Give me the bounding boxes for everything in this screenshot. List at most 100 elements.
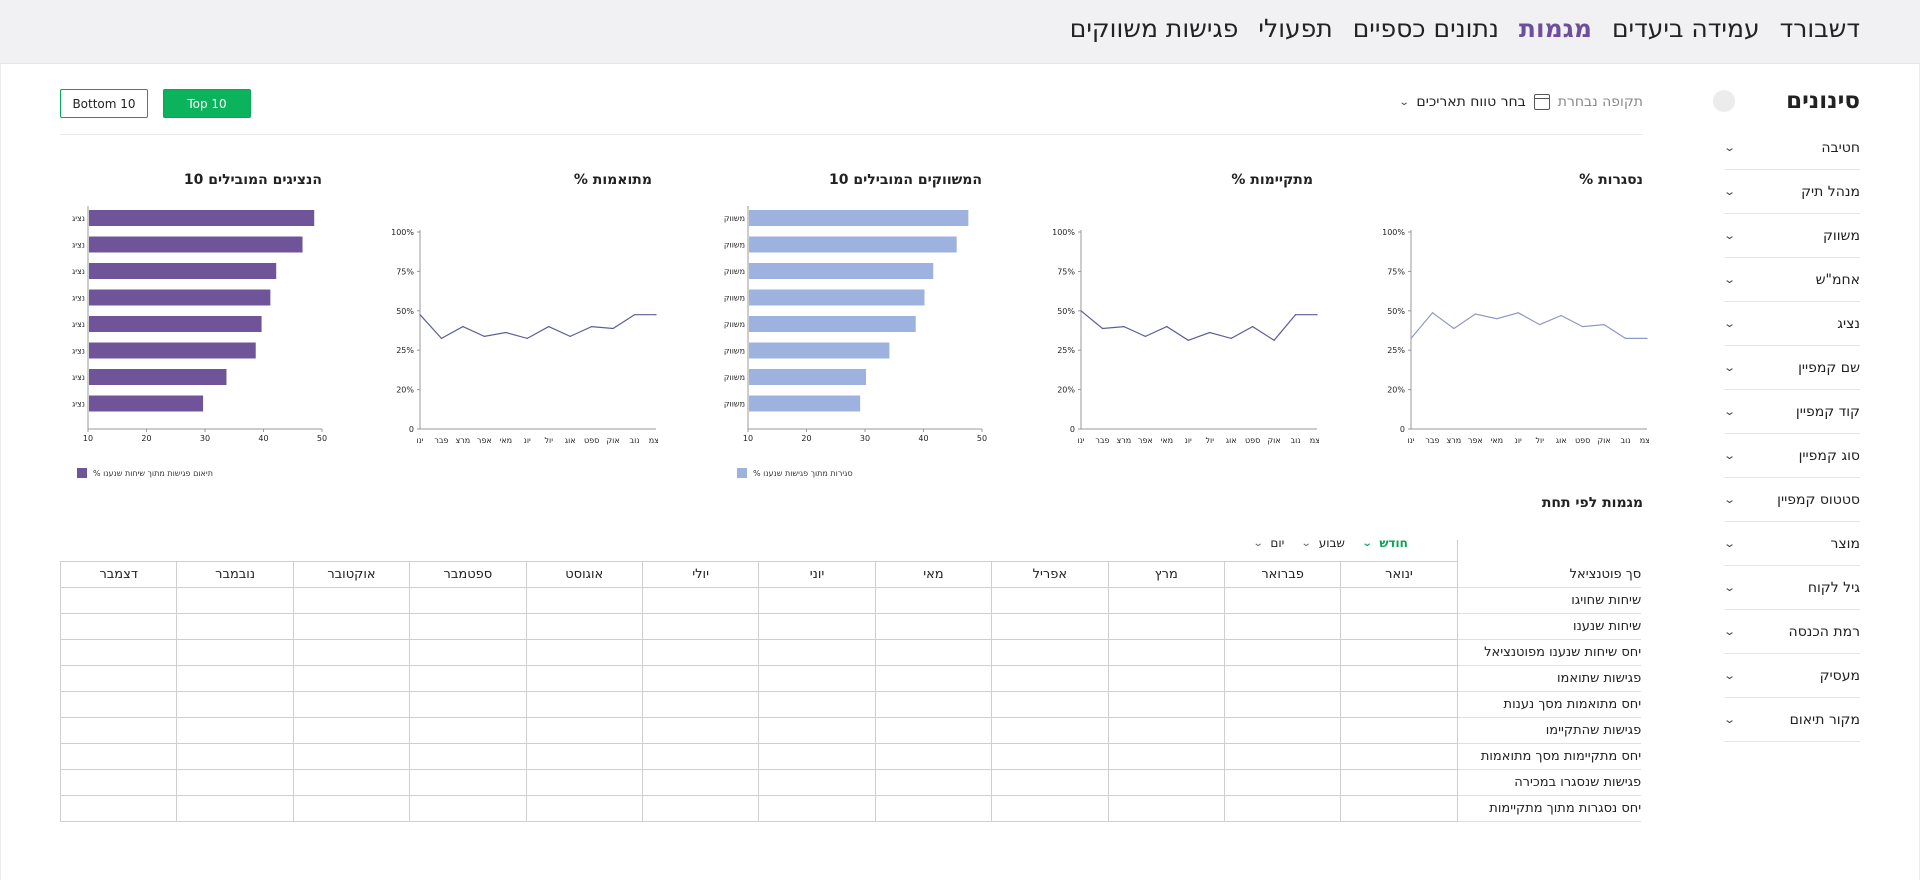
table-cell bbox=[991, 769, 1109, 796]
chevron-down-icon: ⌄ bbox=[1723, 581, 1737, 594]
table-cell bbox=[874, 717, 993, 744]
table-cell bbox=[176, 587, 294, 614]
table-cell bbox=[292, 691, 411, 718]
table-cell bbox=[641, 639, 760, 666]
table-cell bbox=[641, 717, 760, 744]
table-cell bbox=[874, 743, 993, 770]
table-cell bbox=[991, 795, 1109, 822]
x-tick-label: יול bbox=[544, 436, 553, 445]
table-cell bbox=[758, 587, 876, 614]
filter-dropdown[interactable]: רמת הכנסה ⌄ bbox=[1723, 610, 1860, 654]
table-cell bbox=[1340, 665, 1458, 692]
table-cell bbox=[1107, 743, 1225, 770]
table-cell bbox=[292, 795, 411, 822]
chevron-down-icon: ⌄ bbox=[1723, 185, 1737, 198]
table-cell bbox=[1223, 665, 1342, 692]
filter-label: מנהל תיק bbox=[1801, 183, 1860, 200]
bar bbox=[749, 236, 957, 253]
y-tick-label: 25% bbox=[1387, 346, 1405, 355]
nav-item[interactable]: דשבורד bbox=[1779, 14, 1860, 43]
category-label: משווק bbox=[724, 294, 745, 303]
row-label: יחס מתקיימות מסך מתואמות bbox=[1457, 743, 1642, 770]
filter-dropdown[interactable]: מקור תיאום ⌄ bbox=[1723, 698, 1860, 742]
nav-item[interactable]: פגישות משווקים bbox=[1069, 14, 1239, 43]
filter-list: חטיבה ⌄ מנהל תיק ⌄ משווק ⌄ אחמ"ש ⌄ נציג ⌄ שם קמפיי… bbox=[1723, 126, 1860, 742]
chevron-down-icon[interactable]: ⌄ bbox=[1398, 96, 1410, 108]
data-point bbox=[655, 314, 657, 316]
bar bbox=[749, 263, 934, 279]
date-range: תקופה נבחרת בחר טווח תאריכים ⌄ bbox=[1398, 94, 1643, 110]
calendar-icon[interactable] bbox=[1533, 94, 1550, 110]
nav-item[interactable]: תפעולי bbox=[1258, 14, 1333, 43]
table-cell bbox=[874, 795, 993, 822]
nav-item[interactable]: נתונים כספיים bbox=[1352, 14, 1499, 43]
bottom-10-button[interactable]: Bottom 10 bbox=[60, 89, 148, 118]
table-cell bbox=[59, 639, 178, 666]
period-tab[interactable]: שבוע ⌄ bbox=[1301, 536, 1345, 550]
trends-table: דצמבר נובמבר אוקטובר ספטמבר אוגוסט יולי יוני מא… bbox=[59, 561, 1642, 822]
month-header: אוקטובר bbox=[292, 561, 411, 588]
period-label: תקופה נבחרת bbox=[1557, 94, 1643, 110]
filter-dropdown[interactable]: חטיבה ⌄ bbox=[1723, 126, 1860, 170]
filter-dropdown[interactable]: מנהל תיק ⌄ bbox=[1723, 170, 1860, 214]
table-cell bbox=[1223, 613, 1342, 640]
filter-dropdown[interactable]: משווק ⌄ bbox=[1723, 214, 1860, 258]
table-cell bbox=[1223, 639, 1342, 666]
table-cell bbox=[59, 587, 178, 614]
x-tick-label: אפר bbox=[1138, 436, 1153, 445]
table-cell bbox=[1340, 769, 1458, 796]
table-cell bbox=[991, 613, 1109, 640]
legend-label: % תיאום פגישות מתוך שיחות שנענו bbox=[93, 468, 213, 478]
period-tab-label: יום bbox=[1270, 536, 1285, 550]
x-tick-label: אפר bbox=[477, 436, 492, 445]
table-cell bbox=[292, 717, 411, 744]
data-point bbox=[505, 331, 507, 334]
chart: 10 המשווקים המובילים 10 20 30 40 50 משווק משווק… bbox=[712, 170, 987, 490]
filter-dropdown[interactable]: גיל לקוח ⌄ bbox=[1723, 566, 1860, 610]
nav-item[interactable]: עמידה ביעדים bbox=[1611, 14, 1760, 43]
table-row: יחס מתקיימות מסך מתואמות bbox=[59, 743, 1642, 770]
table-row: יחס נסגרות מתוך מתקיימות bbox=[59, 795, 1642, 822]
x-tick-label: 30 bbox=[200, 434, 210, 443]
chart-legend: % תיאום פגישות מתוך שיחות שנענו bbox=[77, 468, 213, 478]
table-cell bbox=[292, 587, 411, 614]
table-cell bbox=[1223, 795, 1342, 822]
filter-dropdown[interactable]: קוד קמפיין ⌄ bbox=[1723, 390, 1860, 434]
data-point bbox=[1431, 312, 1434, 314]
table-cell bbox=[874, 665, 993, 692]
period-tab[interactable]: יום ⌄ bbox=[1253, 536, 1285, 550]
category-label: נציג bbox=[72, 320, 85, 329]
x-tick-label: אוק bbox=[1597, 436, 1610, 445]
filter-dropdown[interactable]: שם קמפיין ⌄ bbox=[1723, 346, 1860, 390]
filter-dropdown[interactable]: סוג קמפיין ⌄ bbox=[1723, 434, 1860, 478]
filter-label: סטטוס קמפיין bbox=[1777, 491, 1860, 508]
chevron-down-icon: ⌄ bbox=[1723, 141, 1737, 154]
trends-title: מגמות לפי תחת bbox=[1541, 495, 1643, 511]
nav-item[interactable]: מגמות bbox=[1518, 14, 1592, 43]
filter-dropdown[interactable]: אחמ"ש ⌄ bbox=[1723, 258, 1860, 302]
filter-dropdown[interactable]: מעסיק ⌄ bbox=[1723, 654, 1860, 698]
chevron-down-icon: ⌄ bbox=[1723, 669, 1737, 682]
category-label: נציג bbox=[72, 400, 85, 409]
table-cell bbox=[409, 665, 527, 692]
table-cell bbox=[525, 743, 643, 770]
filter-dropdown[interactable]: סטטוס קמפיין ⌄ bbox=[1723, 478, 1860, 522]
top-10-button[interactable]: Top 10 bbox=[163, 89, 251, 118]
filter-label: מקור תיאום bbox=[1789, 711, 1860, 728]
filter-dropdown[interactable]: נציג ⌄ bbox=[1723, 302, 1860, 346]
table-row: פגישות שתואמו bbox=[59, 665, 1642, 692]
period-tab[interactable]: חודש ⌄ bbox=[1362, 536, 1408, 550]
filter-label: קוד קמפיין bbox=[1795, 403, 1860, 420]
bar bbox=[89, 369, 227, 385]
table-cell bbox=[874, 691, 993, 718]
table-cell bbox=[176, 769, 294, 796]
date-range-picker[interactable]: בחר טווח תאריכים bbox=[1416, 94, 1526, 110]
sidebar-collapse-icon[interactable] bbox=[1713, 90, 1735, 112]
sidebar-title: סינונים bbox=[1786, 88, 1860, 114]
category-label: נציג bbox=[72, 241, 85, 250]
table-cell bbox=[409, 717, 527, 744]
table-cell bbox=[1340, 717, 1458, 744]
filter-label: מעסיק bbox=[1819, 667, 1860, 684]
filter-dropdown[interactable]: מוצר ⌄ bbox=[1723, 522, 1860, 566]
category-label: נציג bbox=[72, 347, 85, 356]
